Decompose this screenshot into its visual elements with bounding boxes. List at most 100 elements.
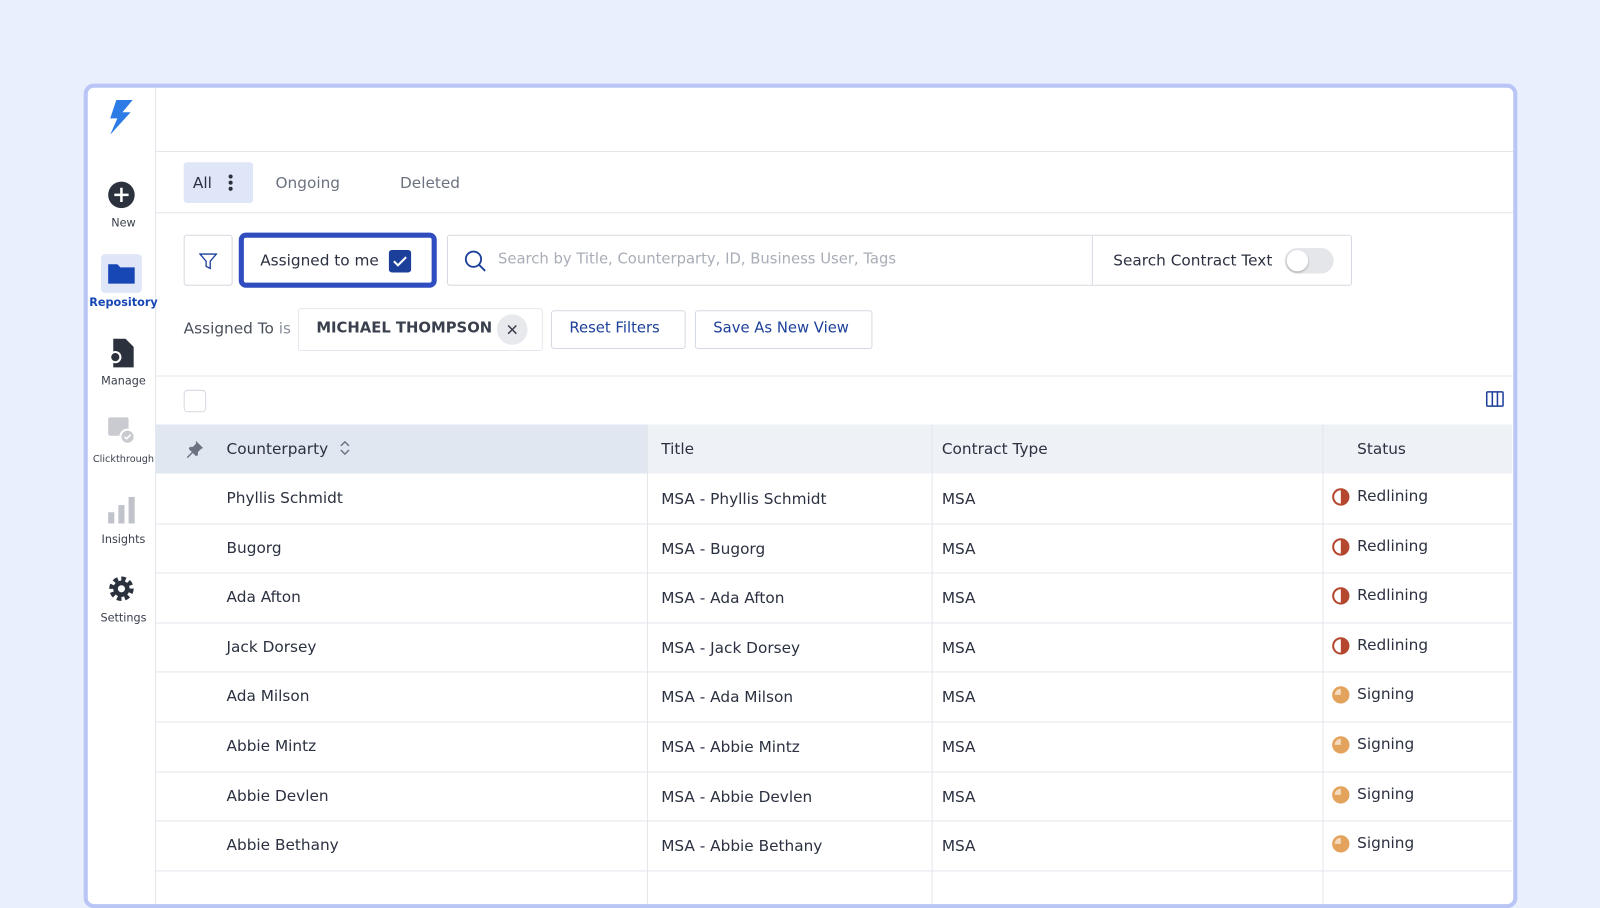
row-divider [155,721,1513,723]
filter-operator: is [278,319,291,338]
save-view-button[interactable]: Save As New View [694,310,873,349]
row-divider [155,820,1513,822]
assigned-to-me-label: Assigned to me [260,251,379,270]
row-divider [155,870,1513,872]
nav-label[interactable]: Manage [101,374,146,388]
table-cell: MSA - Abbie Mintz [661,737,800,757]
status-icon [1332,835,1350,853]
status-icon [1332,537,1350,556]
header-sorted-bg [155,424,647,474]
toggle-knob [1286,249,1309,272]
body: New Repository Manage Clickthrough Insig… [83,83,1518,908]
tab[interactable]: Ongoing [275,173,341,192]
status-label: Redlining [1357,486,1429,506]
search-placeholder: Search by Title, Counterparty, ID, Busin… [497,251,897,268]
nav-label[interactable]: Clickthrough [92,454,155,466]
logo [110,99,133,135]
row-divider [155,771,1513,773]
nav-label[interactable]: Repository [89,295,158,310]
nav-label[interactable]: New [111,216,136,230]
row-divider [155,671,1513,673]
button-label: Reset Filters [569,320,660,337]
status-label: Redlining [1357,536,1429,555]
assigned-to-me-toggle[interactable]: Assigned to me [238,232,437,288]
filters-divider [155,375,1514,377]
checkbox-checked [388,249,412,273]
search-box[interactable]: Search by Title, Counterparty, ID, Busin… [446,234,1353,286]
status-label: Redlining [1357,585,1429,605]
contracts-table: Counterparty Title Contract Type Status Phyl… [155,424,1513,905]
manage-icon[interactable] [107,338,136,369]
insights-icon[interactable] [107,496,136,525]
status-icon [1332,488,1350,506]
table-cell: MSA [941,688,976,707]
column-header[interactable]: Counterparty [226,439,329,459]
tab[interactable]: All [192,173,212,192]
table-cell: MSA - Abbie Bethany [661,836,823,856]
active-filter-field: Assigned To is [184,319,291,337]
table-cell: Jack Dorsey [226,637,317,656]
status-icon [1332,637,1350,655]
status-icon [1332,686,1350,704]
row-divider [155,572,1513,574]
clickthrough-icon[interactable] [107,416,136,445]
row-divider [155,523,1513,525]
pin-icon[interactable] [186,440,204,459]
search-contract-text-label: Search Contract Text [1113,251,1273,270]
table-cell: MSA - Ada Afton [661,588,785,608]
table-cell: MSA [941,588,976,608]
reset-filters-button[interactable]: Reset Filters [551,310,686,349]
column-header[interactable]: Status [1357,439,1406,459]
status-label: Signing [1357,685,1415,704]
page: { "sidebar": {"items": [ {"label": "New"… [83,83,1518,908]
status-icon [1332,736,1350,754]
stage: New Repository Manage Clickthrough Insig… [83,83,1518,908]
nav-label[interactable]: Settings [100,611,147,625]
table-cell: MSA [941,539,976,558]
tab[interactable]: Deleted [399,173,461,192]
tabs-divider [155,212,1514,214]
status-label: Redlining [1357,635,1429,654]
search-divider [1091,235,1093,285]
table-cell: MSA [941,787,976,806]
status-label: Signing [1357,734,1415,754]
remove-filter[interactable] [496,314,528,345]
table-cell: Ada Afton [226,587,301,607]
table-cell: MSA - Jack Dorsey [661,638,801,657]
sort-icon[interactable] [339,439,351,457]
table-cell: Ada Milson [226,687,310,706]
header-divider [155,151,1514,153]
column-divider [931,424,933,905]
button-label: Save As New View [713,320,849,337]
status-icon [1332,587,1350,605]
new-icon[interactable] [107,181,136,210]
filter-field: Assigned To [183,319,274,338]
table-cell: MSA [941,737,976,757]
column-header[interactable]: Title [661,439,695,459]
status-label: Signing [1357,784,1415,803]
table-cell: MSA - Ada Milson [661,688,794,707]
column-divider [1322,424,1324,905]
columns-icon[interactable] [1485,391,1504,407]
table-cell: MSA [941,836,976,856]
table-cell: MSA - Bugorg [661,539,766,558]
nav-label[interactable]: Insights [101,532,146,546]
toggle-switch[interactable] [1284,247,1334,274]
filter-chip[interactable]: MICHAEL THOMPSON [297,308,543,352]
status-label: Signing [1357,833,1415,853]
filter-value: MICHAEL THOMPSON [316,320,493,337]
table-cell: MSA - Phyllis Schmidt [661,489,827,509]
settings-icon[interactable] [107,574,136,603]
select-all-checkbox[interactable] [183,389,207,413]
column-divider [646,424,648,905]
filter-button[interactable] [183,234,233,286]
table-cell: Phyllis Schmidt [226,488,343,508]
status-icon [1332,785,1350,804]
table-cell: Abbie Devlen [226,786,329,805]
table-cell: MSA [941,489,976,509]
repository-icon[interactable] [107,261,136,285]
table-cell: MSA - Abbie Devlen [661,787,813,806]
tab-menu-icon[interactable] [227,173,235,191]
column-header[interactable]: Contract Type [941,439,1048,459]
table-cell: Bugorg [226,538,282,557]
